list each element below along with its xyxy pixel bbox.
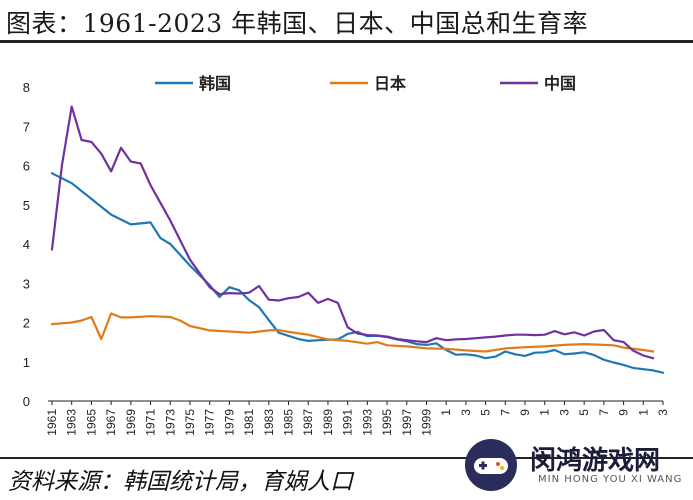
x-tick-label: 1999	[419, 409, 433, 436]
x-tick-label: 7	[597, 409, 611, 416]
x-tick-label: 1973	[163, 409, 177, 436]
x-tick-label: 1	[538, 409, 552, 416]
y-tick-label: 4	[23, 237, 30, 252]
legend-label: 日本	[374, 74, 406, 93]
x-tick-label: 1969	[124, 409, 138, 436]
x-tick-label: 1963	[65, 409, 79, 436]
watermark-romanized: MIN HONG YOU XI WANG	[538, 474, 683, 485]
x-tick-label: 1	[636, 409, 650, 416]
x-tick-label: 7	[498, 409, 512, 416]
y-tick-label: 1	[23, 355, 30, 370]
x-tick-label: 3	[557, 409, 571, 416]
y-tick-label: 2	[23, 316, 30, 331]
x-tick-label: 5	[479, 409, 493, 416]
x-tick-label: 1991	[341, 409, 355, 436]
x-tick-label: 1	[439, 409, 453, 416]
footer-divider	[0, 457, 693, 459]
x-tick-label: 1977	[203, 409, 217, 436]
x-tick-label: 1967	[104, 409, 118, 436]
series-layer	[50, 105, 665, 374]
x-tick-label: 1975	[183, 409, 197, 436]
x-tick-label: 5	[577, 409, 591, 416]
x-tick-label: 1985	[282, 409, 296, 436]
chart-legend: 韩国 日本 中国	[155, 74, 576, 93]
y-tick-label: 5	[23, 198, 30, 213]
watermark-name: 闵鸿游戏网	[530, 446, 661, 476]
x-tick-label: 9	[617, 409, 631, 416]
page-title: 图表：1961-2023 年韩国、日本、中国总和生育率	[6, 9, 589, 38]
x-tick-label: 9	[518, 409, 532, 416]
y-tick-label: 8	[23, 80, 30, 95]
y-axis: 0 1 2 3 4 5 6 7 8	[23, 80, 30, 409]
y-tick-label: 0	[23, 394, 30, 409]
series-line-1	[50, 312, 655, 353]
y-tick-label: 6	[23, 159, 30, 174]
site-watermark: 闵鸿游戏网 MIN HONG YOU XI WANG	[460, 436, 692, 496]
x-axis: 1961 1963 1965 1967 1969 1971 1973 1975 1977 1979…	[45, 400, 670, 436]
title-divider	[0, 40, 693, 43]
x-tick-label: 1961	[45, 409, 59, 436]
x-tick-label: 1989	[321, 409, 335, 436]
y-tick-label: 7	[23, 119, 30, 134]
y-tick-label: 3	[23, 276, 30, 291]
x-tick-label: 1995	[380, 409, 394, 436]
x-tick-label: 1981	[242, 409, 256, 436]
x-tick-label: 1993	[360, 409, 374, 436]
x-tick-label: 1971	[144, 409, 158, 436]
source-note: 资料来源：韩国统计局，育娲人口	[8, 469, 353, 495]
x-tick-label: 1987	[301, 409, 315, 436]
x-tick-label: 1965	[84, 409, 98, 436]
x-tick-label: 1983	[262, 409, 276, 436]
gamepad-icon	[465, 439, 517, 491]
series-line-2	[50, 105, 655, 360]
x-tick-label: 1979	[222, 409, 236, 436]
legend-label: 中国	[544, 74, 576, 93]
legend-label: 韩国	[199, 74, 231, 93]
x-tick-label: 1997	[400, 409, 414, 436]
x-tick-label: 3	[459, 409, 473, 416]
x-tick-label: 3	[656, 409, 670, 416]
